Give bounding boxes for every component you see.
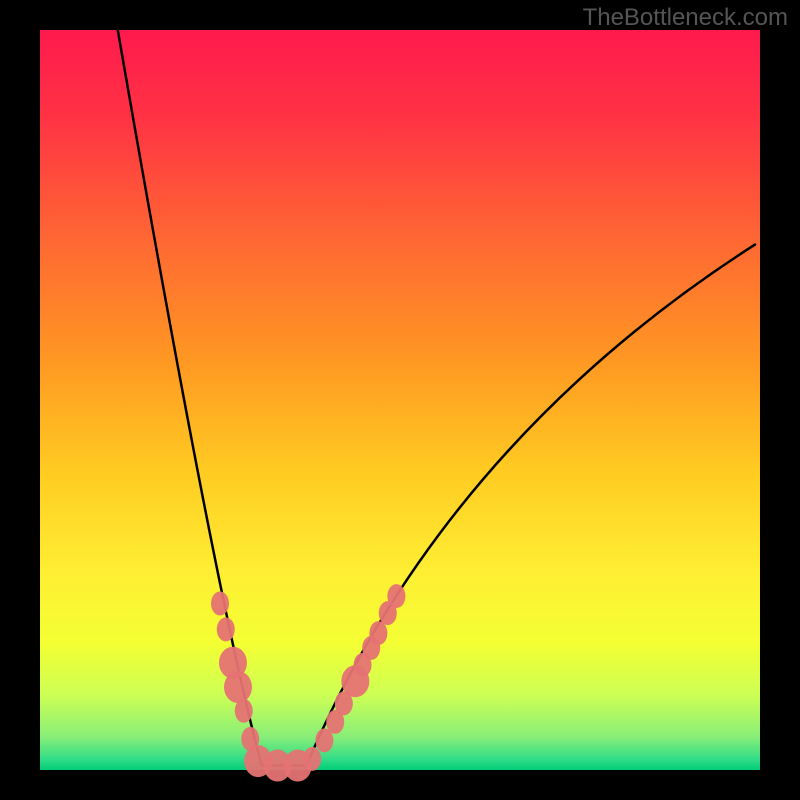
chart-container: TheBottleneck.com [0, 0, 800, 800]
bottleneck-chart [0, 0, 800, 800]
